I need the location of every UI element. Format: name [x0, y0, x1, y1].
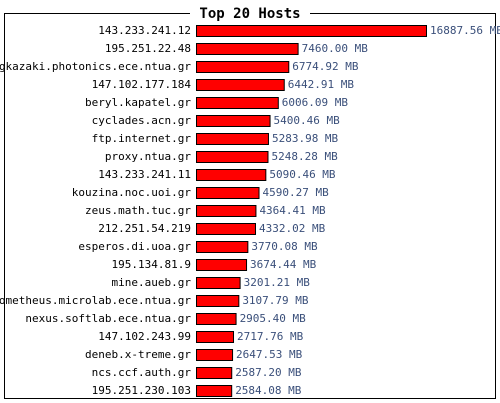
category-label: prometheus.microlab.ece.ntua.gr: [0, 294, 191, 307]
category-label: 143.233.241.11: [98, 168, 191, 181]
bar: [196, 133, 269, 145]
value-label: 4590.27 MB: [263, 186, 330, 199]
category-label: mine.aueb.gr: [112, 276, 192, 289]
bar: [196, 259, 248, 271]
value-label: 5283.98 MB: [272, 132, 339, 145]
bar: [196, 25, 427, 37]
bar: [196, 385, 233, 397]
category-label: proxy.ntua.gr: [105, 150, 191, 163]
value-label: 4364.41 MB: [259, 204, 326, 217]
bar: [196, 295, 240, 307]
category-label: beryl.kapatel.gr: [85, 96, 191, 109]
category-label: kouzina.noc.uoi.gr: [72, 186, 192, 199]
value-label: 5400.46 MB: [274, 114, 341, 127]
category-label: 143.233.241.12: [98, 24, 191, 37]
value-label: 2584.08 MB: [235, 384, 302, 397]
bar: [196, 205, 257, 217]
bar: [196, 223, 256, 235]
value-label: 3770.08 MB: [251, 240, 318, 253]
value-label: 4332.02 MB: [259, 222, 326, 235]
category-label: cyclades.acn.gr: [92, 114, 192, 127]
bar: [196, 115, 271, 127]
value-label: 2647.53 MB: [236, 348, 303, 361]
category-label: 147.102.243.99: [98, 330, 191, 343]
category-label: deneb.x-treme.gr: [85, 348, 191, 361]
bar: [196, 169, 267, 181]
category-label: zeus.math.tuc.gr: [85, 204, 191, 217]
category-label: esperos.di.uoa.gr: [78, 240, 191, 253]
title-backdrop: [190, 5, 310, 21]
bar: [196, 187, 260, 199]
bar: [196, 61, 290, 73]
value-label: 2587.20 MB: [235, 366, 302, 379]
category-label: 212.251.54.219: [98, 222, 191, 235]
value-label: 6442.91 MB: [288, 78, 355, 91]
value-label: 3674.44 MB: [250, 258, 317, 271]
value-label: 7460.00 MB: [302, 42, 369, 55]
value-label: 5248.28 MB: [271, 150, 338, 163]
bar: [196, 97, 279, 109]
bar: [196, 367, 233, 379]
value-label: 3107.79 MB: [242, 294, 309, 307]
category-label: 147.102.177.184: [92, 78, 192, 91]
bar: [196, 79, 285, 91]
value-label: 5090.46 MB: [269, 168, 336, 181]
value-label: 6774.92 MB: [292, 60, 359, 73]
value-label: 2905.40 MB: [240, 312, 307, 325]
category-label: 195.134.81.9: [112, 258, 191, 271]
value-label: 2717.76 MB: [237, 330, 304, 343]
category-label: ncs.ccf.auth.gr: [92, 366, 192, 379]
bar: [196, 277, 241, 289]
category-label: gkazaki.photonics.ece.ntua.gr: [0, 60, 191, 73]
bar: [196, 241, 249, 253]
category-label: ftp.internet.gr: [92, 132, 192, 145]
bar: [196, 313, 237, 325]
bar: [196, 43, 299, 55]
value-label: 16887.56 MB: [430, 24, 500, 37]
category-label: 195.251.22.48: [105, 42, 191, 55]
bar: [196, 151, 269, 163]
bar: [196, 349, 234, 361]
bar: [196, 331, 235, 343]
chart-title: Top 20 Hosts: [199, 6, 300, 22]
category-label: 195.251.230.103: [92, 384, 191, 397]
category-label: nexus.softlab.ece.ntua.gr: [25, 312, 191, 325]
value-label: 3201.21 MB: [244, 276, 311, 289]
value-label: 6006.09 MB: [282, 96, 349, 109]
